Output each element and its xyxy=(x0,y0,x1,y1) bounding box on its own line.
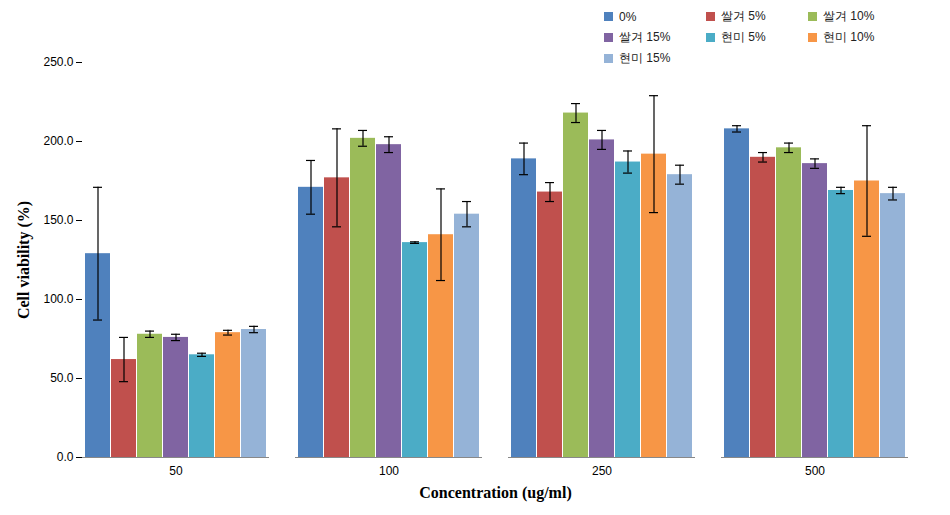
svg-text:Cell viability (%): Cell viability (%) xyxy=(15,201,33,319)
html-text:쌀겨 15%: 쌀겨 15% xyxy=(619,30,671,44)
svg-text:250: 250 xyxy=(592,464,612,478)
svg-text:0.0: 0.0 xyxy=(57,450,74,464)
html-text:현미 10%: 현미 10% xyxy=(823,30,875,44)
html-text:쌀겨 5%: 쌀겨 5% xyxy=(721,9,766,23)
svg-text:50.0: 50.0 xyxy=(50,371,74,385)
html-text:쌀겨 10%: 쌀겨 10% xyxy=(823,9,875,23)
svg-text:100.0: 100.0 xyxy=(43,292,73,306)
svg-text:Concentration (ug/ml): Concentration (ug/ml) xyxy=(419,484,571,502)
svg-text:250.0: 250.0 xyxy=(43,55,73,69)
svg-text:500: 500 xyxy=(805,464,825,478)
html-text:현미 5%: 현미 5% xyxy=(721,30,766,44)
svg-text:50: 50 xyxy=(169,464,183,478)
svg-text:150.0: 150.0 xyxy=(43,213,73,227)
html-text:현미 15%: 현미 15% xyxy=(619,51,671,65)
svg-text:200.0: 200.0 xyxy=(43,134,73,148)
svg-text:100: 100 xyxy=(379,464,399,478)
html-text:0%: 0% xyxy=(619,9,637,24)
